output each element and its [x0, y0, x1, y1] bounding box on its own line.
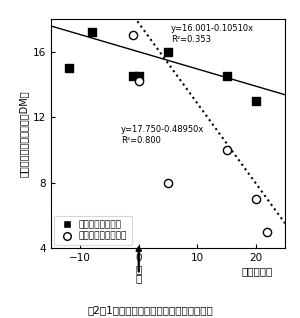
Legend: フェストロリウム, オーチャードグラス: フェストロリウム, オーチャードグラス [54, 216, 132, 245]
Point [253, 197, 258, 202]
Point [265, 229, 270, 234]
X-axis label: 日数（日）: 日数（日） [241, 266, 272, 276]
Point [253, 98, 258, 103]
Y-axis label: 可溶性炭水化物含量（％DM）: 可溶性炭水化物含量（％DM） [19, 90, 29, 177]
Point [136, 74, 141, 79]
Point [66, 66, 71, 71]
Point [136, 79, 141, 84]
Point [130, 33, 135, 38]
Text: 図2．1番草の生育過程での可溶性炭水化物: 図2．1番草の生育過程での可溶性炭水化物 [87, 305, 213, 315]
Point [166, 180, 170, 185]
Point [166, 49, 170, 54]
Text: y=17.750-0.48950x
R²=0.800: y=17.750-0.48950x R²=0.800 [121, 125, 205, 145]
Point [224, 74, 229, 79]
Text: y=16.001-0.10510x
R²=0.353: y=16.001-0.10510x R²=0.353 [171, 24, 254, 44]
Point [130, 74, 135, 79]
Text: 穂: 穂 [136, 264, 142, 274]
Text: 含量の推移: 含量の推移 [134, 316, 166, 318]
Point [224, 147, 229, 152]
Point [89, 30, 94, 35]
Text: 出: 出 [136, 273, 142, 283]
